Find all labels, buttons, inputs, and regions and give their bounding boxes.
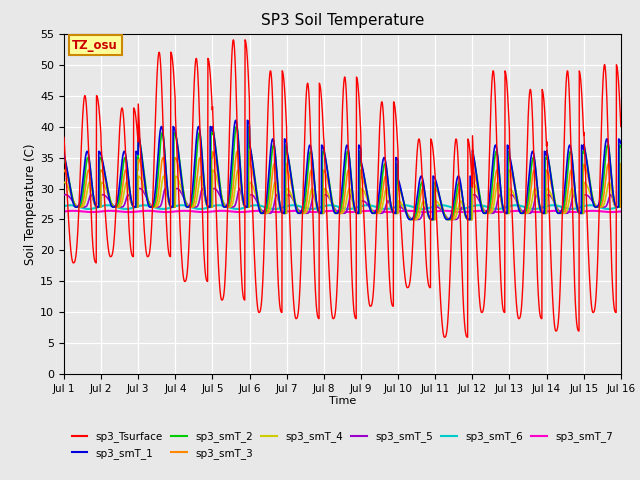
sp3_smT_7 (70, 208, 77, 214)
sp3_smT_2 (216, 176, 223, 182)
sp3_smT_4 (216, 186, 223, 192)
sp3_smT_2 (359, 167, 367, 173)
Line: sp3_smT_2: sp3_smT_2 (64, 127, 621, 219)
sp3_smT_6 (617, 204, 625, 209)
sp3_smT_1 (371, 210, 379, 216)
X-axis label: Time: Time (329, 396, 356, 406)
sp3_smT_2 (244, 124, 252, 130)
sp3_smT_4 (568, 186, 576, 192)
sp3_smT_7 (359, 208, 367, 214)
Line: sp3_smT_4: sp3_smT_4 (64, 170, 621, 219)
sp3_smT_3 (245, 148, 253, 154)
sp3_smT_6 (371, 204, 379, 209)
sp3_smT_4 (505, 210, 513, 216)
sp3_smT_2 (617, 144, 625, 150)
Legend: sp3_Tsurface, sp3_smT_1, sp3_smT_2, sp3_smT_3, sp3_smT_4, sp3_smT_5, sp3_smT_6, : sp3_Tsurface, sp3_smT_1, sp3_smT_2, sp3_… (68, 427, 617, 463)
sp3_smT_6 (505, 204, 513, 209)
sp3_smT_5 (617, 192, 625, 198)
sp3_smT_1 (617, 141, 625, 146)
Line: sp3_smT_3: sp3_smT_3 (64, 151, 621, 219)
sp3_smT_5 (136, 186, 143, 192)
sp3_smT_1 (505, 144, 513, 150)
sp3_Tsurface (60, 134, 68, 140)
sp3_smT_5 (505, 210, 513, 216)
Line: sp3_smT_5: sp3_smT_5 (64, 189, 621, 219)
sp3_smT_4 (617, 180, 625, 185)
sp3_Tsurface (617, 124, 625, 130)
sp3_smT_2 (584, 163, 591, 168)
sp3_smT_6 (60, 204, 68, 209)
sp3_smT_3 (584, 172, 591, 178)
sp3_smT_5 (216, 192, 223, 198)
sp3_Tsurface (505, 110, 513, 116)
sp3_smT_1 (60, 152, 68, 158)
sp3_smT_2 (60, 156, 68, 162)
sp3_smT_7 (617, 208, 625, 214)
sp3_smT_7 (60, 208, 68, 214)
sp3_Tsurface (241, 37, 249, 43)
Title: SP3 Soil Temperature: SP3 Soil Temperature (260, 13, 424, 28)
sp3_smT_5 (359, 198, 367, 204)
sp3_Tsurface (464, 335, 472, 340)
sp3_smT_5 (371, 210, 379, 216)
sp3_Tsurface (371, 264, 379, 270)
sp3_smT_3 (216, 180, 223, 186)
sp3_smT_3 (60, 168, 68, 173)
sp3_Tsurface (584, 228, 591, 233)
sp3_smT_5 (60, 192, 68, 198)
Text: TZ_osu: TZ_osu (72, 39, 118, 52)
Y-axis label: Soil Temperature (C): Soil Temperature (C) (24, 143, 37, 265)
sp3_smT_4 (359, 187, 367, 192)
sp3_smT_2 (568, 155, 576, 160)
sp3_smT_6 (216, 203, 223, 208)
sp3_smT_6 (345, 206, 353, 212)
sp3_smT_3 (468, 216, 476, 222)
sp3_smT_6 (359, 203, 367, 209)
Line: sp3_smT_7: sp3_smT_7 (64, 211, 621, 212)
sp3_smT_5 (568, 196, 576, 202)
sp3_smT_7 (504, 209, 512, 215)
sp3_smT_6 (568, 206, 576, 212)
sp3_smT_4 (60, 180, 68, 185)
sp3_smT_4 (584, 184, 591, 190)
sp3_smT_3 (359, 176, 367, 182)
sp3_Tsurface (568, 190, 576, 195)
sp3_smT_3 (617, 161, 625, 167)
sp3_smT_7 (568, 209, 575, 215)
sp3_smT_2 (371, 210, 379, 216)
sp3_smT_1 (568, 155, 576, 160)
sp3_smT_1 (216, 181, 223, 187)
sp3_smT_3 (371, 210, 379, 216)
sp3_smT_6 (364, 203, 371, 208)
sp3_smT_5 (410, 216, 417, 222)
sp3_smT_4 (371, 210, 379, 216)
sp3_smT_1 (466, 216, 474, 222)
sp3_smT_7 (371, 208, 379, 214)
sp3_smT_7 (607, 209, 615, 215)
sp3_smT_3 (568, 168, 576, 174)
sp3_smT_3 (505, 210, 513, 216)
sp3_smT_7 (216, 208, 223, 214)
sp3_smT_4 (209, 167, 216, 173)
sp3_Tsurface (359, 187, 367, 192)
Line: sp3_smT_1: sp3_smT_1 (64, 120, 621, 219)
Line: sp3_Tsurface: sp3_Tsurface (64, 40, 621, 337)
sp3_smT_1 (244, 118, 252, 123)
sp3_smT_2 (467, 216, 474, 222)
Line: sp3_smT_6: sp3_smT_6 (64, 205, 621, 209)
sp3_Tsurface (216, 277, 223, 283)
sp3_smT_6 (584, 203, 591, 208)
sp3_smT_7 (584, 208, 591, 214)
sp3_smT_5 (584, 192, 591, 198)
sp3_smT_1 (359, 165, 367, 171)
sp3_smT_4 (431, 216, 439, 222)
sp3_smT_1 (584, 164, 591, 170)
sp3_smT_2 (505, 149, 513, 155)
